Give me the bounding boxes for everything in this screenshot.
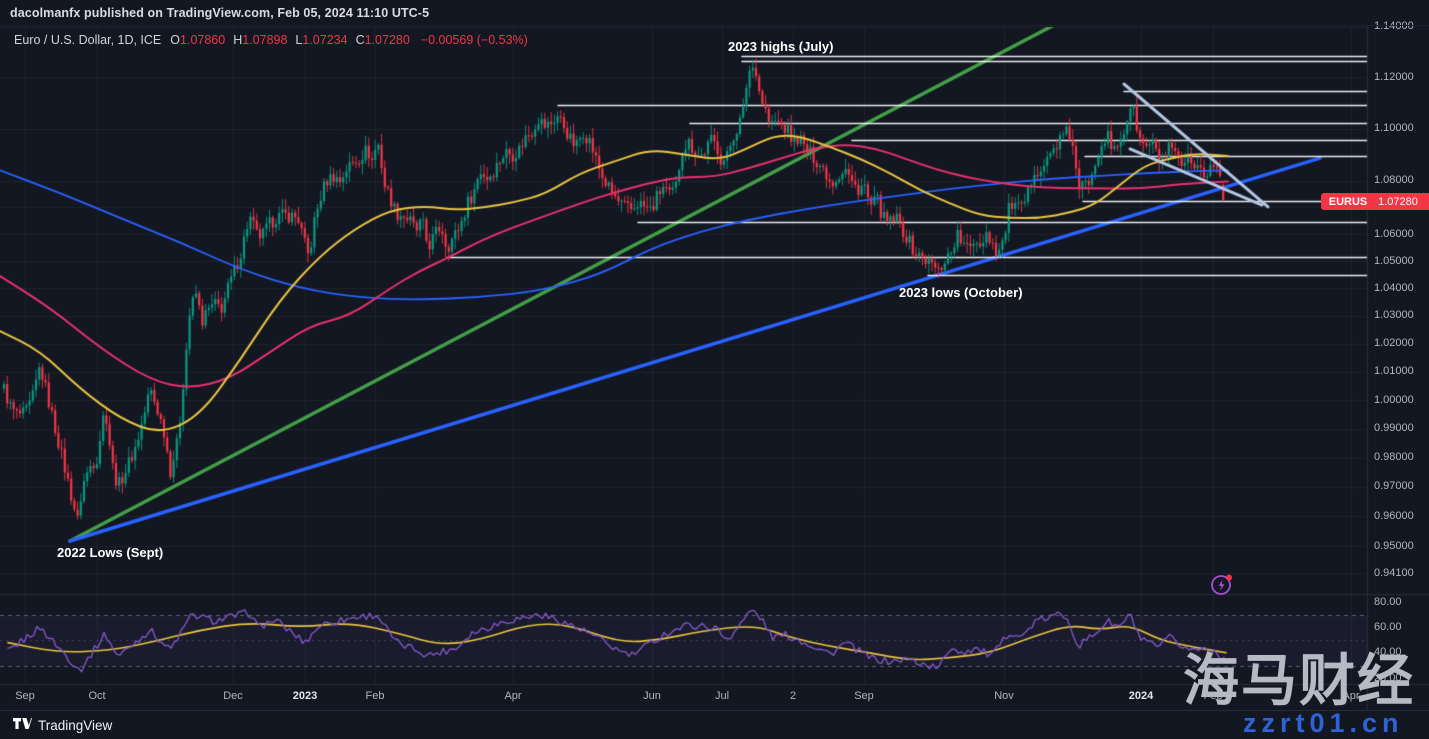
tradingview-logo-text: TradingView [38,717,113,733]
price-axis-label: 1.10000 [1374,122,1414,135]
low-value: 1.07234 [302,33,348,47]
publish-header-text: dacolmanfx published on TradingView.com,… [10,5,430,20]
price-axis-label: 1.04000 [1374,281,1414,294]
price-axis-label: 1.08000 [1374,174,1414,187]
watermark-url: zzrt01.cn [1243,708,1404,738]
tradingview-logo-icon [13,717,32,729]
price-axis-label: 0.95000 [1374,539,1414,552]
time-axis-label: 2023 [292,690,318,702]
time-axis-label: Apr [1342,690,1360,702]
open-value: 1.07860 [180,33,226,47]
time-axis-label: Sep [854,690,874,702]
ohlc-readout: O1.07860 H1.07898 L1.07234 C1.07280 [170,33,410,47]
price-axis-label: 1.02000 [1374,337,1414,350]
bottom-bar: TradingView [0,710,1429,739]
price-axis-label: 0.99000 [1374,422,1414,435]
price-axis-label: 1.03000 [1374,309,1414,322]
time-axis-label: Dec [223,690,243,702]
price-axis-label: 0.96000 [1374,509,1414,522]
rsi-axis-label: 80.00 [1374,595,1402,608]
time-axis-label: 2024 [1128,690,1154,702]
rsi-axis-label: 60.00 [1374,620,1402,633]
annotation-2023-lows: 2023 lows (October) [899,285,1023,300]
time-axis-label: Sep [15,690,35,702]
time-axis-label: Oct [88,690,106,702]
rsi-axis-label: 20.00 [1374,671,1402,684]
open-label: O [170,33,181,47]
time-axis-label: Apr [504,690,522,702]
close-value: 1.07280 [364,33,410,47]
annotation-2022-lows: 2022 Lows (Sept) [57,545,164,560]
low-label: L [295,33,303,47]
tradingview-logo-link[interactable]: TradingView [13,717,113,733]
time-axis-label: Jun [643,690,661,702]
close-label: C [355,33,365,47]
time-axis-label: Feb [365,690,385,702]
time-axis-label: Nov [994,690,1014,702]
rsi-axis-label: 40.00 [1374,646,1402,659]
high-value: 1.07898 [242,33,288,47]
change-value: −0.00569 (−0.53%) [420,33,528,47]
time-axis-label: Jul [714,690,730,702]
price-axis-label: 0.94100 [1374,566,1414,579]
price-axis-label: 0.97000 [1374,480,1414,493]
price-axis-label: 1.12000 [1374,70,1414,83]
time-axis-label: Feb [1203,690,1223,702]
price-axis-label: 0.98000 [1374,451,1414,464]
high-label: H [233,33,243,47]
publish-header: dacolmanfx published on TradingView.com,… [0,0,1429,26]
price-axis-label: 1.06000 [1374,227,1414,240]
watermark-cn: 海马财经 [1183,649,1415,712]
last-price-badge: 1.07280 [1367,193,1429,210]
price-axis-label: 1.05000 [1374,254,1414,267]
price-axis-label: 1.01000 [1374,365,1414,378]
price-axis-label: 1.14000 [1374,20,1414,33]
flash-circle-icon [1211,574,1232,595]
annotation-2023-highs: 2023 highs (July) [728,39,834,54]
chart-legend: Euro / U.S. Dollar, 1D, ICE O1.07860 H1.… [14,33,528,47]
price-axis-label: 1.00000 [1374,393,1414,406]
flash-ideas-button[interactable] [1209,571,1235,597]
symbol-title: Euro / U.S. Dollar, 1D, ICE [14,33,162,47]
time-axis-label: 2 [789,690,797,702]
